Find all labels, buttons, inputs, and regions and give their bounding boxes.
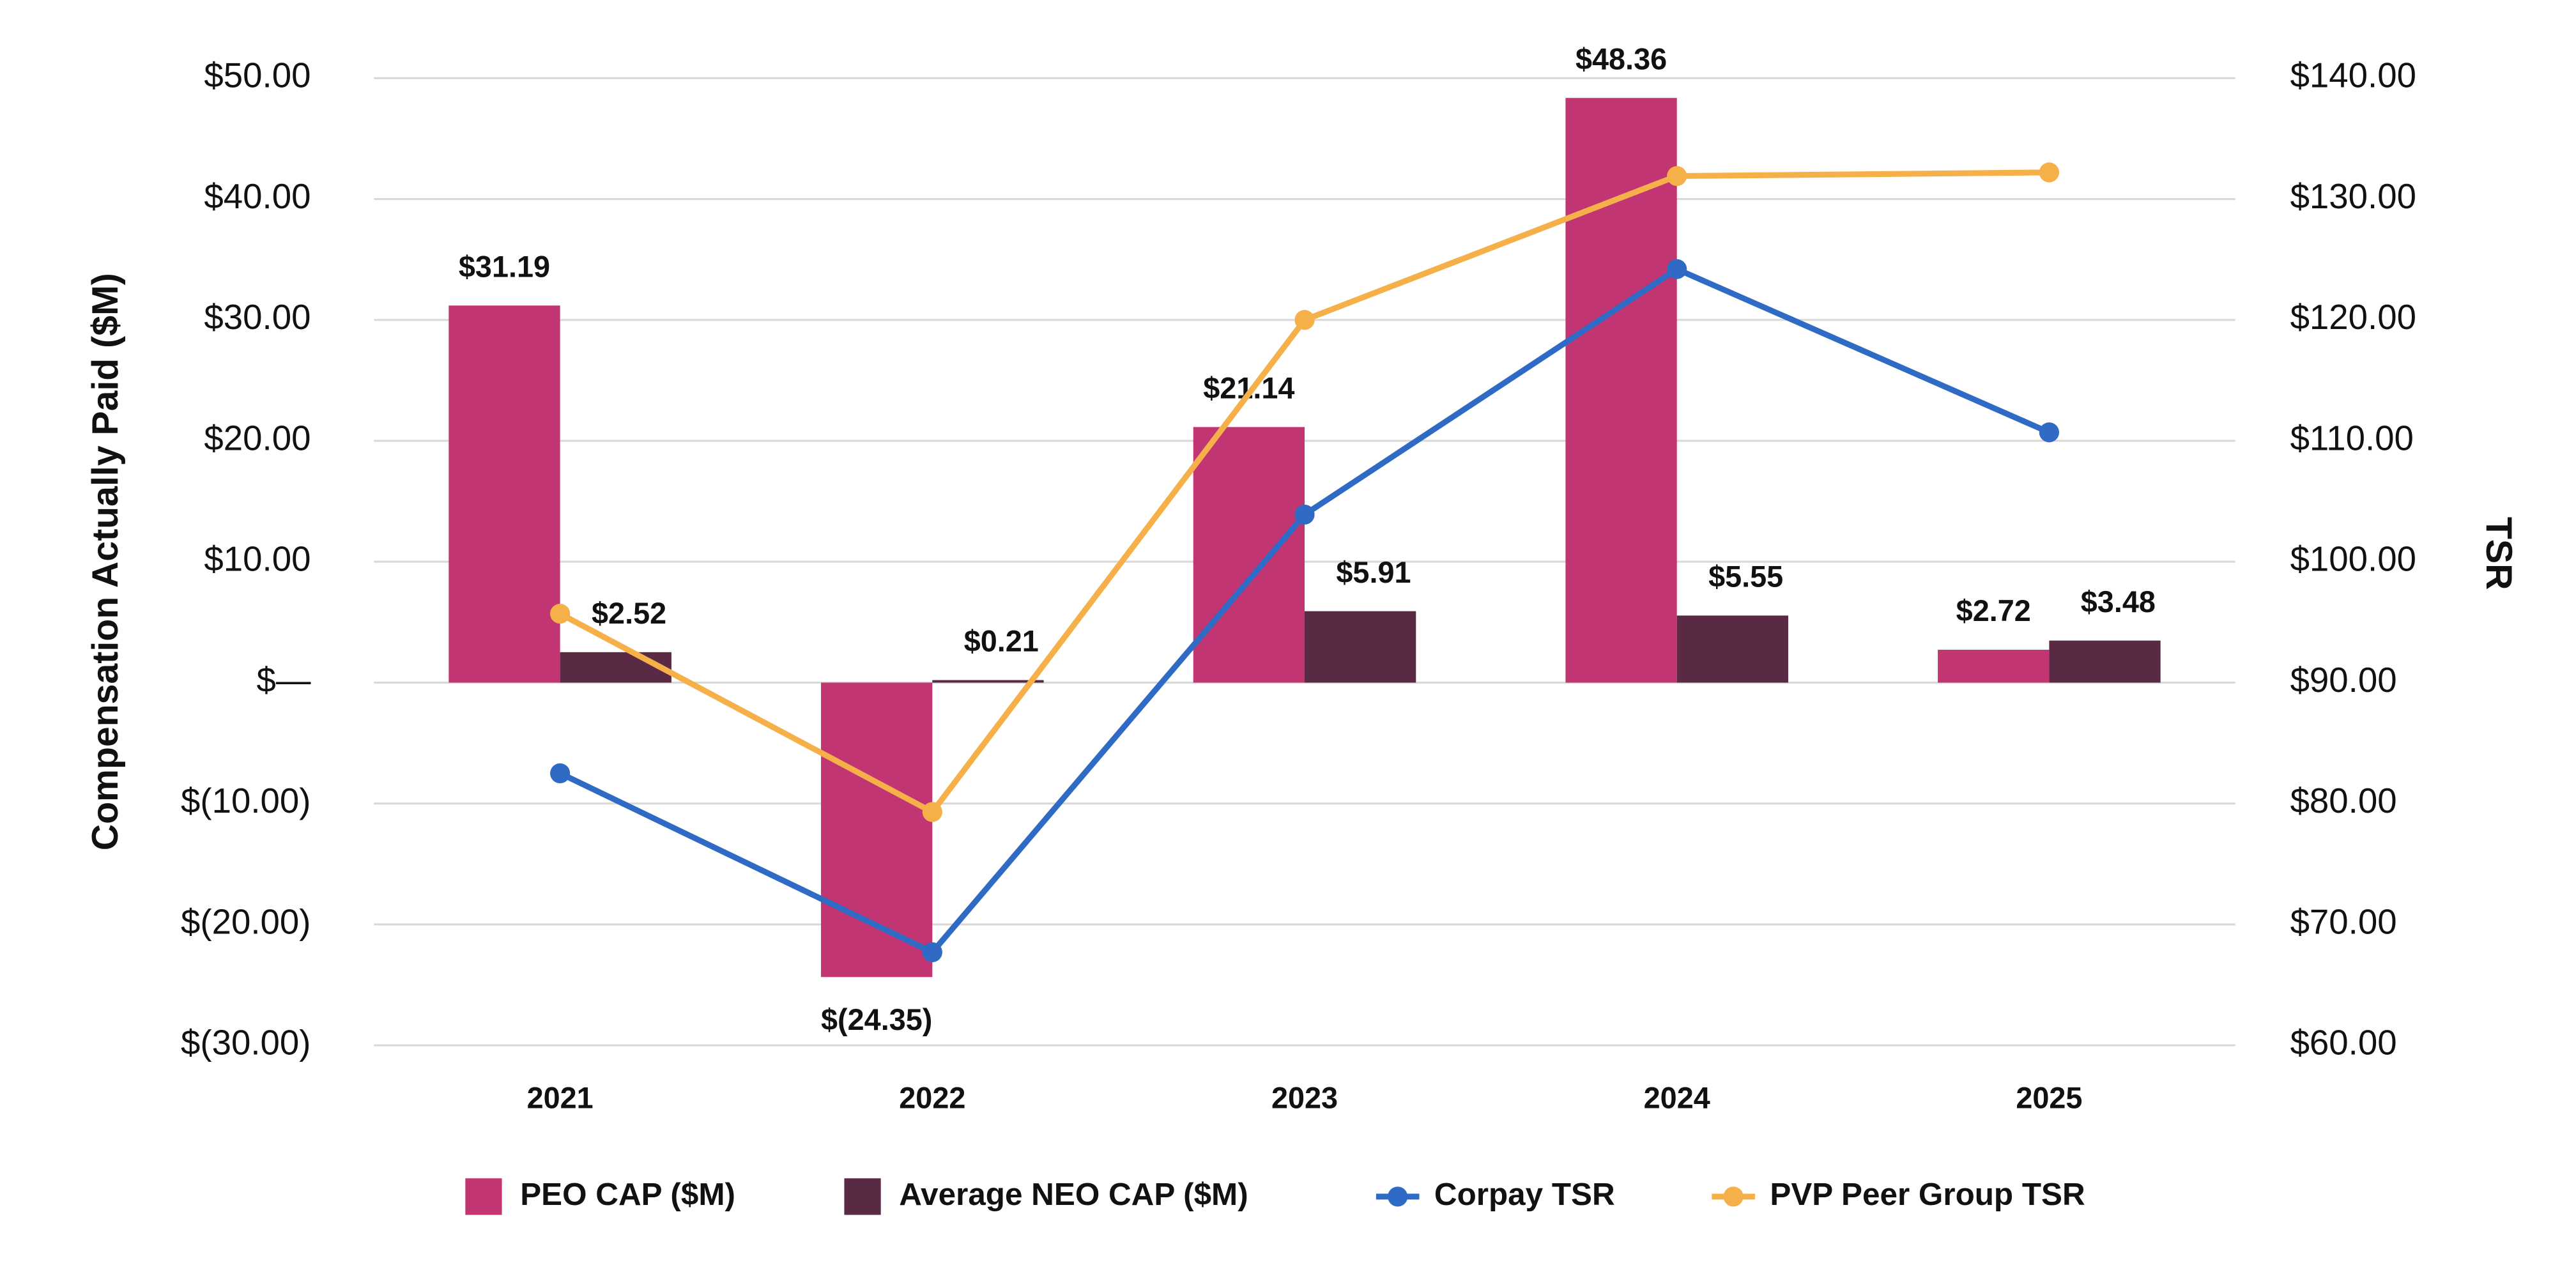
point — [1294, 504, 1315, 525]
legend-swatch — [1723, 1186, 1744, 1207]
y2-tick-label: $140.00 — [2290, 56, 2416, 95]
y2-axis-title: TSR — [2478, 517, 2519, 590]
x-tick-label: 2023 — [1271, 1081, 1338, 1114]
bar — [1193, 427, 1305, 683]
value-label: $3.48 — [2081, 585, 2156, 618]
y-tick-label: $— — [256, 661, 310, 700]
x-tick-label: 2025 — [2016, 1081, 2082, 1114]
y-tick-label: $20.00 — [204, 418, 310, 457]
legend-label: PEO CAP ($M) — [520, 1177, 735, 1212]
y2-tick-label: $120.00 — [2290, 298, 2416, 337]
value-label: $48.36 — [1575, 42, 1667, 75]
bar — [2049, 640, 2161, 683]
point — [2039, 162, 2059, 183]
bar — [1938, 650, 2050, 683]
value-label: $0.21 — [964, 625, 1039, 658]
point — [550, 763, 571, 784]
y2-tick-label: $90.00 — [2290, 661, 2397, 700]
point — [1667, 165, 1687, 187]
value-label: $2.72 — [1956, 594, 2031, 627]
point — [922, 942, 942, 963]
legend-swatch — [1388, 1186, 1408, 1207]
legend-label: Corpay TSR — [1434, 1177, 1615, 1212]
legend-swatch — [844, 1178, 881, 1215]
point — [2039, 422, 2059, 443]
legend-label: PVP Peer Group TSR — [1770, 1177, 2085, 1212]
y-tick-label: $(20.00) — [181, 902, 310, 941]
point — [1667, 259, 1687, 279]
bar — [821, 682, 933, 977]
y-tick-label: $40.00 — [204, 177, 310, 216]
bar — [448, 305, 560, 683]
y2-tick-label: $100.00 — [2290, 540, 2416, 579]
value-label: $(24.35) — [821, 1003, 932, 1036]
y-tick-label: $50.00 — [204, 56, 310, 95]
x-tick-label: 2022 — [899, 1081, 965, 1114]
bar — [1676, 615, 1788, 683]
y-axis-title: Compensation Actually Paid ($M) — [85, 273, 126, 850]
y2-tick-label: $60.00 — [2290, 1023, 2397, 1062]
value-label: $5.55 — [1708, 560, 1783, 594]
legend-label: Average NEO CAP ($M) — [899, 1177, 1248, 1212]
bar — [1565, 98, 1677, 683]
point — [1294, 310, 1315, 330]
value-label: $31.19 — [459, 250, 550, 283]
y2-tick-label: $130.00 — [2290, 177, 2416, 216]
value-label: $2.52 — [592, 597, 666, 630]
y-tick-label: $(30.00) — [181, 1023, 310, 1062]
legend-swatch — [465, 1178, 502, 1215]
y-tick-label: $30.00 — [204, 298, 310, 337]
bar — [1305, 611, 1416, 683]
y2-tick-label: $110.00 — [2290, 418, 2414, 457]
value-label: $5.91 — [1336, 556, 1411, 589]
x-tick-label: 2024 — [1644, 1081, 1710, 1114]
bar — [560, 652, 671, 683]
point — [922, 802, 942, 822]
point — [550, 604, 571, 624]
value-label: $21.14 — [1203, 372, 1294, 405]
x-tick-label: 2021 — [527, 1081, 594, 1114]
y2-tick-label: $70.00 — [2290, 902, 2397, 941]
y-tick-label: $10.00 — [204, 540, 310, 579]
y2-tick-label: $80.00 — [2290, 781, 2397, 820]
y-tick-label: $(10.00) — [181, 781, 310, 820]
bar — [932, 680, 1044, 683]
